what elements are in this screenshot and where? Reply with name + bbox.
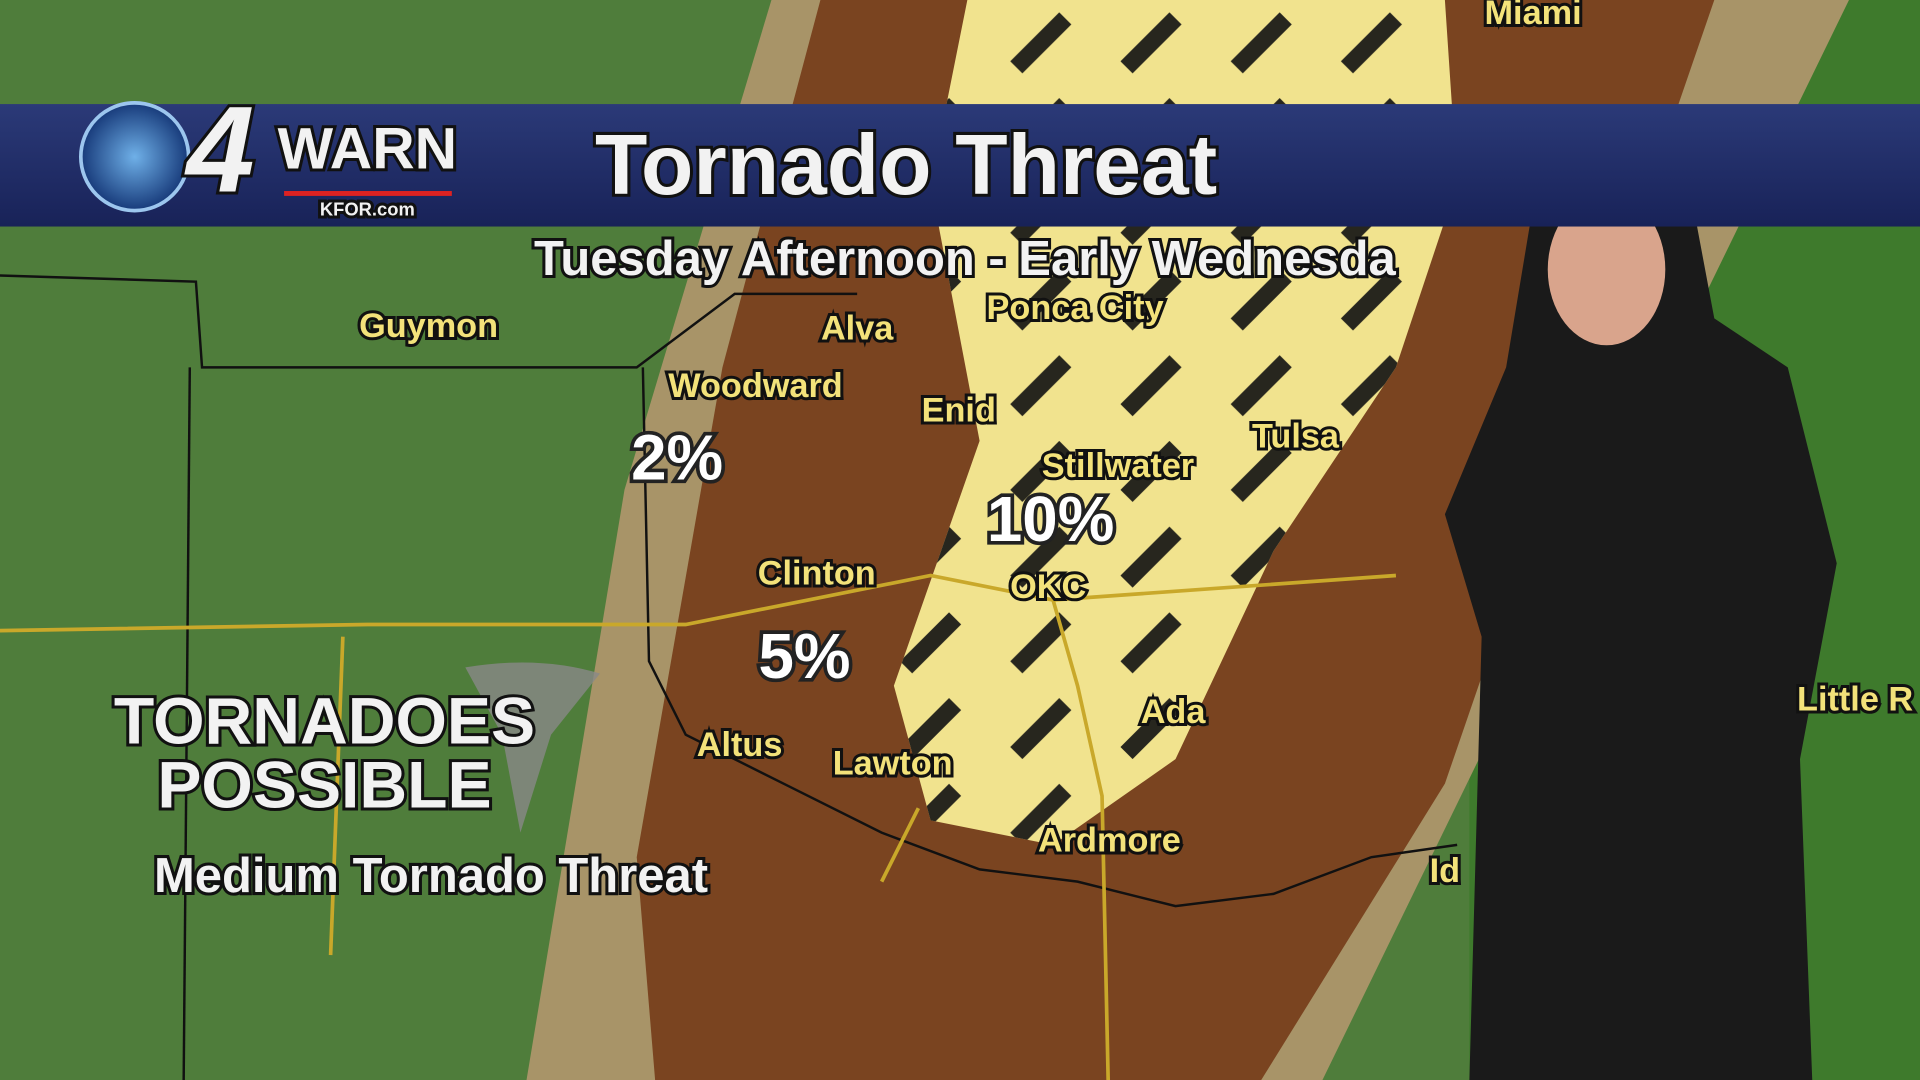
city-label: OKC [1010,568,1086,606]
city-label: Guymon [359,307,498,345]
city-label: Woodward [668,367,842,405]
logo-rule [284,191,452,196]
borders [0,274,1458,1080]
logo-word: WARN [278,117,458,182]
presenter [1444,116,1837,1080]
city-labels: Miami Guymon Alva Ponca City Woodward Enid Tul… [356,0,1916,893]
city-label: Clinton [758,555,876,593]
logo-globe [78,101,191,213]
risk-label: 10% [987,484,1114,555]
highways [0,573,1397,1080]
risk-label: 5% [758,621,850,692]
subtitle: Tuesday Afternoon - Early Wednesda [534,232,1396,286]
city-label: Enid [922,392,996,430]
city-label: Stillwater [1042,447,1194,485]
city-label: Ponca City [987,289,1164,327]
risk-label: 2% [631,423,723,494]
city-label: Ada [1141,693,1207,731]
presenter-face [1547,193,1666,346]
city-label: Lawton [833,744,953,782]
city-label: Tulsa [1252,417,1340,455]
callout-caption: Medium Tornado Threat [154,849,708,903]
city-label: Little R [1797,681,1913,719]
header-title: Tornado Threat [595,117,1217,213]
city-label: Id [1430,852,1460,890]
city-label: Miami [1485,0,1582,32]
logo-site: KFOR.com [320,198,415,219]
tornado-icon [465,662,600,833]
callout-line1: TORNADOES [114,685,535,759]
city-label: Ardmore [1038,822,1181,860]
city-label: Altus [697,726,783,764]
callout-line2: POSSIBLE [157,748,491,822]
city-label: Alva [821,310,894,348]
header-bar [0,104,1920,227]
logo-number: 4 [183,81,254,218]
